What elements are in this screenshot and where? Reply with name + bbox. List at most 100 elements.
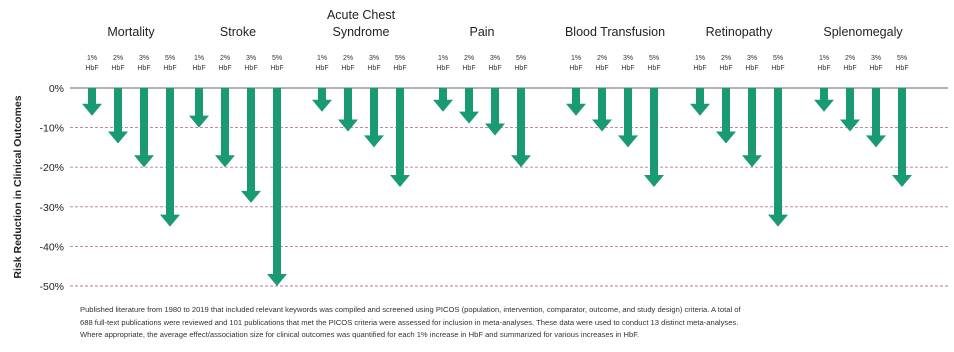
category-label: HbF: [462, 65, 475, 72]
category-label: HbF: [693, 65, 706, 72]
category-label: 1%: [317, 55, 327, 62]
risk-reduction-arrow: [566, 88, 586, 116]
category-label: HbF: [514, 65, 527, 72]
category-label: HbF: [393, 65, 406, 72]
risk-reduction-arrow: [160, 88, 180, 227]
group-title: Mortality: [107, 25, 155, 39]
category-label: 3%: [139, 55, 149, 62]
category-label: 5%: [165, 55, 175, 62]
category-label: HbF: [771, 65, 784, 72]
category-label: HbF: [367, 65, 380, 72]
category-label: 3%: [747, 55, 757, 62]
category-label: HbF: [595, 65, 608, 72]
category-label: 5%: [272, 55, 282, 62]
footnote-line-3: Where appropriate, the average effect/as…: [80, 330, 640, 339]
category-label: 1%: [438, 55, 448, 62]
risk-reduction-arrow: [866, 88, 886, 148]
group-title: Syndrome: [333, 25, 390, 39]
risk-reduction-arrow: [742, 88, 762, 168]
category-label: HbF: [111, 65, 124, 72]
category-label: 2%: [113, 55, 123, 62]
category-label: HbF: [745, 65, 758, 72]
category-label: 3%: [623, 55, 633, 62]
risk-reduction-arrow: [338, 88, 358, 132]
group-title: Retinopathy: [706, 25, 773, 39]
category-label: 3%: [490, 55, 500, 62]
risk-reduction-arrow: [716, 88, 736, 144]
risk-reduction-arrow: [312, 88, 332, 112]
risk-reduction-arrow: [618, 88, 638, 148]
risk-reduction-arrow: [108, 88, 128, 144]
category-label: 1%: [695, 55, 705, 62]
category-label: HbF: [843, 65, 856, 72]
risk-reduction-arrow: [82, 88, 102, 116]
group-title: Splenomegaly: [823, 25, 903, 39]
category-label: HbF: [341, 65, 354, 72]
risk-reduction-arrow: [840, 88, 860, 132]
y-tick-label: -50%: [39, 281, 64, 293]
category-label: HbF: [719, 65, 732, 72]
risk-reduction-arrow: [592, 88, 612, 132]
category-label: HbF: [218, 65, 231, 72]
category-label: HbF: [244, 65, 257, 72]
category-label: HbF: [647, 65, 660, 72]
category-label: 1%: [87, 55, 97, 62]
category-label: 5%: [897, 55, 907, 62]
y-tick-label: -40%: [39, 241, 64, 253]
risk-reduction-arrow: [768, 88, 788, 227]
category-label: HbF: [137, 65, 150, 72]
risk-reduction-arrow: [364, 88, 384, 148]
category-label: HbF: [488, 65, 501, 72]
risk-reduction-arrow: [189, 88, 209, 128]
risk-reduction-arrow: [511, 88, 531, 168]
risk-reduction-arrow: [892, 88, 912, 187]
category-label: 3%: [871, 55, 881, 62]
category-label: HbF: [621, 65, 634, 72]
category-label: HbF: [85, 65, 98, 72]
risk-reduction-arrow: [459, 88, 479, 124]
category-label: HbF: [569, 65, 582, 72]
category-label: HbF: [436, 65, 449, 72]
risk-reduction-arrow: [267, 88, 287, 286]
category-label: 3%: [369, 55, 379, 62]
category-label: 5%: [649, 55, 659, 62]
y-tick-label: -30%: [39, 202, 64, 214]
category-label: HbF: [192, 65, 205, 72]
group-title: Pain: [469, 25, 494, 39]
category-label: 1%: [571, 55, 581, 62]
category-label: HbF: [163, 65, 176, 72]
category-label: HbF: [869, 65, 882, 72]
category-label: 5%: [395, 55, 405, 62]
group-title: Acute Chest: [327, 8, 396, 22]
category-label: 2%: [343, 55, 353, 62]
category-label: 2%: [721, 55, 731, 62]
y-axis-label: Risk Reduction in Clinical Outcomes: [12, 95, 24, 278]
group-title: Stroke: [220, 25, 256, 39]
y-tick-label: -20%: [39, 162, 64, 174]
category-label: 1%: [194, 55, 204, 62]
category-label: 2%: [597, 55, 607, 62]
category-label: 1%: [819, 55, 829, 62]
category-label: HbF: [315, 65, 328, 72]
risk-reduction-arrow: [241, 88, 261, 203]
y-tick-label: 0%: [49, 83, 64, 95]
category-label: HbF: [817, 65, 830, 72]
category-label: 5%: [773, 55, 783, 62]
y-tick-label: -10%: [39, 123, 64, 135]
category-label: 2%: [464, 55, 474, 62]
risk-reduction-arrow: [690, 88, 710, 116]
risk-reduction-arrow: [814, 88, 834, 112]
group-title: Blood Transfusion: [565, 25, 665, 39]
category-label: HbF: [895, 65, 908, 72]
category-label: 2%: [220, 55, 230, 62]
risk-reduction-arrow: [433, 88, 453, 112]
category-label: 2%: [845, 55, 855, 62]
category-label: 5%: [516, 55, 526, 62]
risk-reduction-arrow: [485, 88, 505, 136]
footnote: Published literature from 1980 to 2019 t…: [80, 304, 940, 342]
risk-reduction-arrow: [390, 88, 410, 187]
risk-reduction-chart: Risk Reduction in Clinical Outcomes 0% -10…: [12, 8, 948, 293]
category-label: 3%: [246, 55, 256, 62]
category-label: HbF: [270, 65, 283, 72]
footnote-line-2: 688 full-text publications were reviewed…: [80, 317, 739, 327]
